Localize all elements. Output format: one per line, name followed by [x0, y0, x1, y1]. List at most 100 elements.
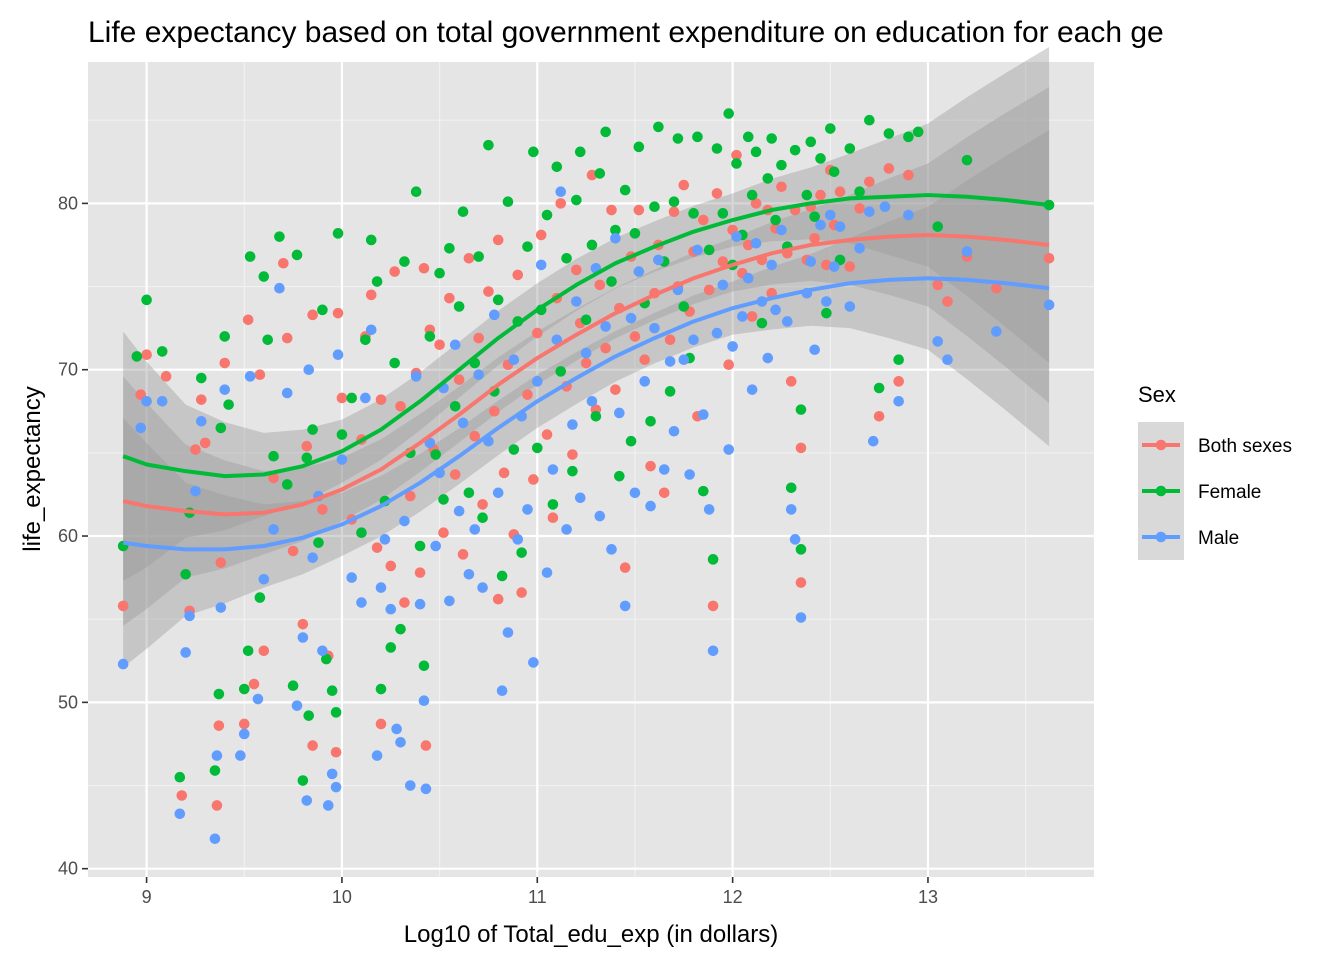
- point-male: [580, 347, 592, 359]
- ribbon-male: [123, 130, 1050, 668]
- point-female: [645, 415, 656, 427]
- point-male: [463, 568, 475, 580]
- y-tick-label: 70: [58, 360, 78, 380]
- point-female: [649, 201, 660, 213]
- point-both-sexes: [645, 460, 656, 472]
- point-both-sexes: [942, 296, 953, 307]
- point-both-sexes: [809, 233, 820, 244]
- point-female: [864, 114, 875, 126]
- point-female: [375, 683, 387, 695]
- point-female: [571, 194, 582, 206]
- point-female: [457, 206, 469, 217]
- point-male: [824, 209, 836, 221]
- point-female: [213, 688, 225, 700]
- point-male: [932, 336, 944, 347]
- point-both-sexes: [498, 467, 510, 479]
- point-male: [244, 371, 256, 382]
- point-male: [457, 417, 469, 429]
- point-male: [522, 504, 533, 515]
- point-both-sexes: [399, 597, 410, 608]
- point-both-sexes: [711, 188, 723, 199]
- point-female: [789, 144, 801, 156]
- point-both-sexes: [795, 442, 807, 454]
- point-female: [223, 399, 234, 410]
- point-female: [809, 211, 820, 222]
- point-female: [653, 121, 664, 133]
- point-both-sexes: [405, 490, 416, 502]
- point-female: [313, 537, 324, 548]
- point-both-sexes: [483, 286, 494, 297]
- point-male: [594, 510, 606, 522]
- point-female: [215, 422, 227, 434]
- point-female: [336, 429, 348, 440]
- point-both-sexes: [473, 332, 484, 344]
- point-female: [574, 146, 586, 158]
- point-male: [252, 693, 264, 705]
- point-both-sexes: [463, 252, 475, 264]
- point-male: [805, 256, 817, 267]
- point-male: [864, 206, 875, 217]
- point-both-sexes: [199, 437, 211, 449]
- point-male: [469, 524, 481, 535]
- point-female: [606, 276, 617, 287]
- point-both-sexes: [547, 512, 559, 524]
- point-female: [238, 683, 250, 695]
- point-male: [215, 602, 227, 613]
- point-female: [633, 141, 645, 153]
- point-male: [410, 371, 422, 382]
- point-male: [692, 244, 703, 256]
- point-both-sexes: [213, 720, 225, 731]
- point-male: [731, 231, 742, 242]
- point-male: [219, 384, 231, 395]
- point-female: [580, 314, 592, 326]
- point-both-sexes: [932, 279, 944, 291]
- point-female: [854, 186, 865, 198]
- point-female: [321, 653, 332, 665]
- point-male: [195, 415, 207, 427]
- point-male: [893, 396, 904, 407]
- point-male: [698, 409, 709, 420]
- point-male: [322, 800, 334, 811]
- point-female: [614, 470, 625, 482]
- point-both-sexes: [389, 266, 400, 277]
- point-female: [625, 435, 637, 447]
- point-female: [619, 184, 631, 196]
- point-both-sexes: [750, 198, 762, 209]
- point-male: [303, 364, 315, 376]
- point-female: [600, 126, 611, 138]
- point-female: [330, 707, 342, 718]
- point-male: [307, 552, 318, 563]
- point-female: [209, 765, 221, 776]
- point-female: [371, 276, 383, 287]
- point-male: [156, 396, 168, 407]
- point-male: [430, 540, 442, 552]
- ribbon-female: [123, 47, 1050, 581]
- point-male: [746, 384, 758, 395]
- point-male: [385, 603, 397, 615]
- point-male: [1043, 299, 1055, 311]
- point-male: [828, 261, 840, 272]
- point-male: [209, 833, 221, 845]
- point-both-sexes: [489, 405, 500, 417]
- point-male: [629, 487, 641, 499]
- point-male: [444, 595, 455, 607]
- point-female: [508, 444, 520, 455]
- point-both-sexes: [281, 332, 293, 344]
- point-both-sexes: [528, 474, 539, 485]
- x-tick-label: 10: [332, 887, 352, 907]
- point-male: [274, 282, 285, 294]
- point-male: [531, 376, 543, 387]
- point-female: [561, 252, 572, 264]
- point-female: [815, 153, 826, 164]
- point-female: [254, 592, 266, 603]
- x-axis: 9 10 11 12 13: [142, 877, 938, 907]
- point-male: [795, 612, 807, 623]
- point-male: [375, 582, 387, 593]
- point-both-sexes: [903, 169, 914, 181]
- point-male: [649, 322, 660, 334]
- point-female: [703, 244, 715, 256]
- point-female: [281, 479, 293, 490]
- point-female: [242, 645, 254, 657]
- legend-label: Male: [1198, 528, 1239, 549]
- point-female: [629, 228, 641, 239]
